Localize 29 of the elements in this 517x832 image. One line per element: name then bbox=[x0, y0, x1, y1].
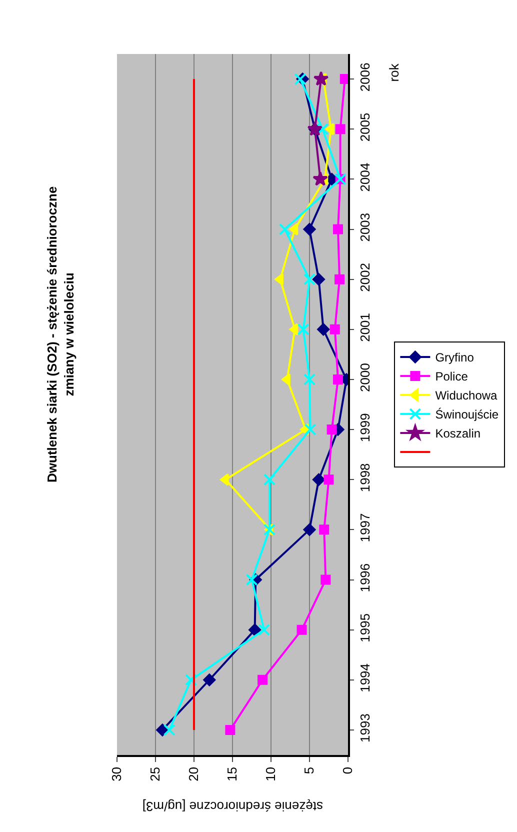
y-tick-label: 1998 bbox=[357, 463, 372, 492]
y-tick-label: 2004 bbox=[357, 162, 372, 192]
y-tick-label: 2002 bbox=[357, 262, 372, 292]
y-tick-label: 2001 bbox=[357, 312, 372, 342]
y-axis-title: rok bbox=[386, 63, 402, 82]
legend-label: Gryfino bbox=[435, 350, 474, 365]
x-tick-label: 25 bbox=[148, 766, 163, 782]
y-tick-label: 1995 bbox=[357, 613, 372, 642]
y-tick-label: 1993 bbox=[357, 714, 372, 742]
y-tick-label: 2003 bbox=[357, 212, 372, 242]
x-tick-label: 0 bbox=[340, 766, 356, 774]
x-tick-label: 10 bbox=[263, 766, 278, 782]
legend-label: Świnoujście bbox=[435, 408, 499, 422]
y-tick-label: 2000 bbox=[357, 363, 372, 392]
text: Dwutlenek siarki (SO2) - stężenie średnioroczne zmiany w wieloleciu bbox=[44, 186, 77, 482]
legend-label: Police bbox=[435, 370, 468, 384]
x-tick-label: 15 bbox=[224, 766, 240, 782]
x-tick-label: 30 bbox=[109, 766, 124, 782]
x-tick-label: 20 bbox=[186, 766, 202, 782]
legend-label: Koszalin bbox=[435, 426, 481, 441]
y-tick-label: 2005 bbox=[357, 112, 372, 142]
x-axis-title: stężenie średnioroczne [ug/m3] bbox=[142, 799, 323, 814]
legend-label: Widuchowa bbox=[435, 388, 498, 403]
y-tick-label: 1997 bbox=[357, 513, 372, 542]
y-tick-label: 2006 bbox=[357, 62, 372, 92]
x-tick-label: 5 bbox=[302, 766, 317, 774]
y-tick-label: 1994 bbox=[357, 663, 372, 692]
y-tick-label: 1996 bbox=[357, 563, 372, 592]
y-tick-label: 1999 bbox=[357, 413, 372, 442]
